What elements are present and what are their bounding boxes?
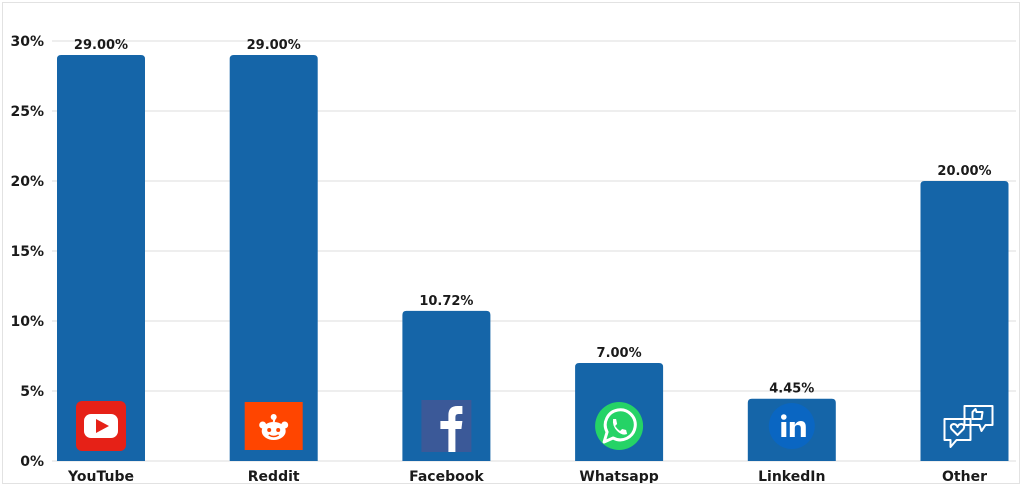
y-tick-label: 0% (20, 454, 44, 470)
data-label-reddit: 29.00% (247, 38, 301, 53)
linkedin-icon (768, 403, 815, 449)
x-tick-label-reddit: Reddit (248, 469, 300, 485)
x-tick-label-facebook: Facebook (409, 469, 484, 485)
y-tick-label: 25% (10, 104, 44, 120)
data-label-facebook: 10.72% (419, 294, 473, 309)
bar-other (920, 181, 1009, 461)
y-tick-label: 15% (10, 244, 44, 260)
bars (57, 55, 1009, 461)
reddit-icon (244, 402, 303, 450)
x-tick-label-whatsapp: Whatsapp (579, 469, 658, 485)
bar-icons (76, 400, 994, 452)
x-tick-label-youtube: YouTube (67, 469, 134, 485)
data-label-other: 20.00% (937, 164, 991, 179)
social-chat-icon (943, 405, 994, 448)
y-tick-label: 10% (10, 314, 44, 330)
facebook-icon (421, 400, 472, 452)
bar-reddit (229, 55, 318, 461)
bar-youtube (57, 55, 145, 461)
y-tick-label: 30% (10, 34, 44, 50)
data-labels: 29.00% 29.00% 10.72% 7.00% 4.45% 20.00% (74, 38, 992, 397)
x-axis-ticks: YouTube Reddit Facebook Whatsapp LinkedIn Oth… (67, 469, 987, 485)
grid-lines (52, 40, 1016, 462)
y-axis-ticks: 0% 5% 10% 15% 20% 25% 30% (10, 34, 44, 470)
whatsapp-icon (595, 402, 644, 450)
x-tick-label-other: Other (942, 469, 987, 485)
data-label-youtube: 29.00% (74, 38, 128, 53)
data-label-whatsapp: 7.00% (597, 346, 642, 361)
data-label-linkedin: 4.45% (769, 382, 814, 397)
x-tick-label-linkedin: LinkedIn (758, 469, 825, 485)
youtube-icon (76, 401, 126, 451)
y-tick-label: 5% (20, 384, 44, 400)
y-tick-label: 20% (10, 174, 44, 190)
